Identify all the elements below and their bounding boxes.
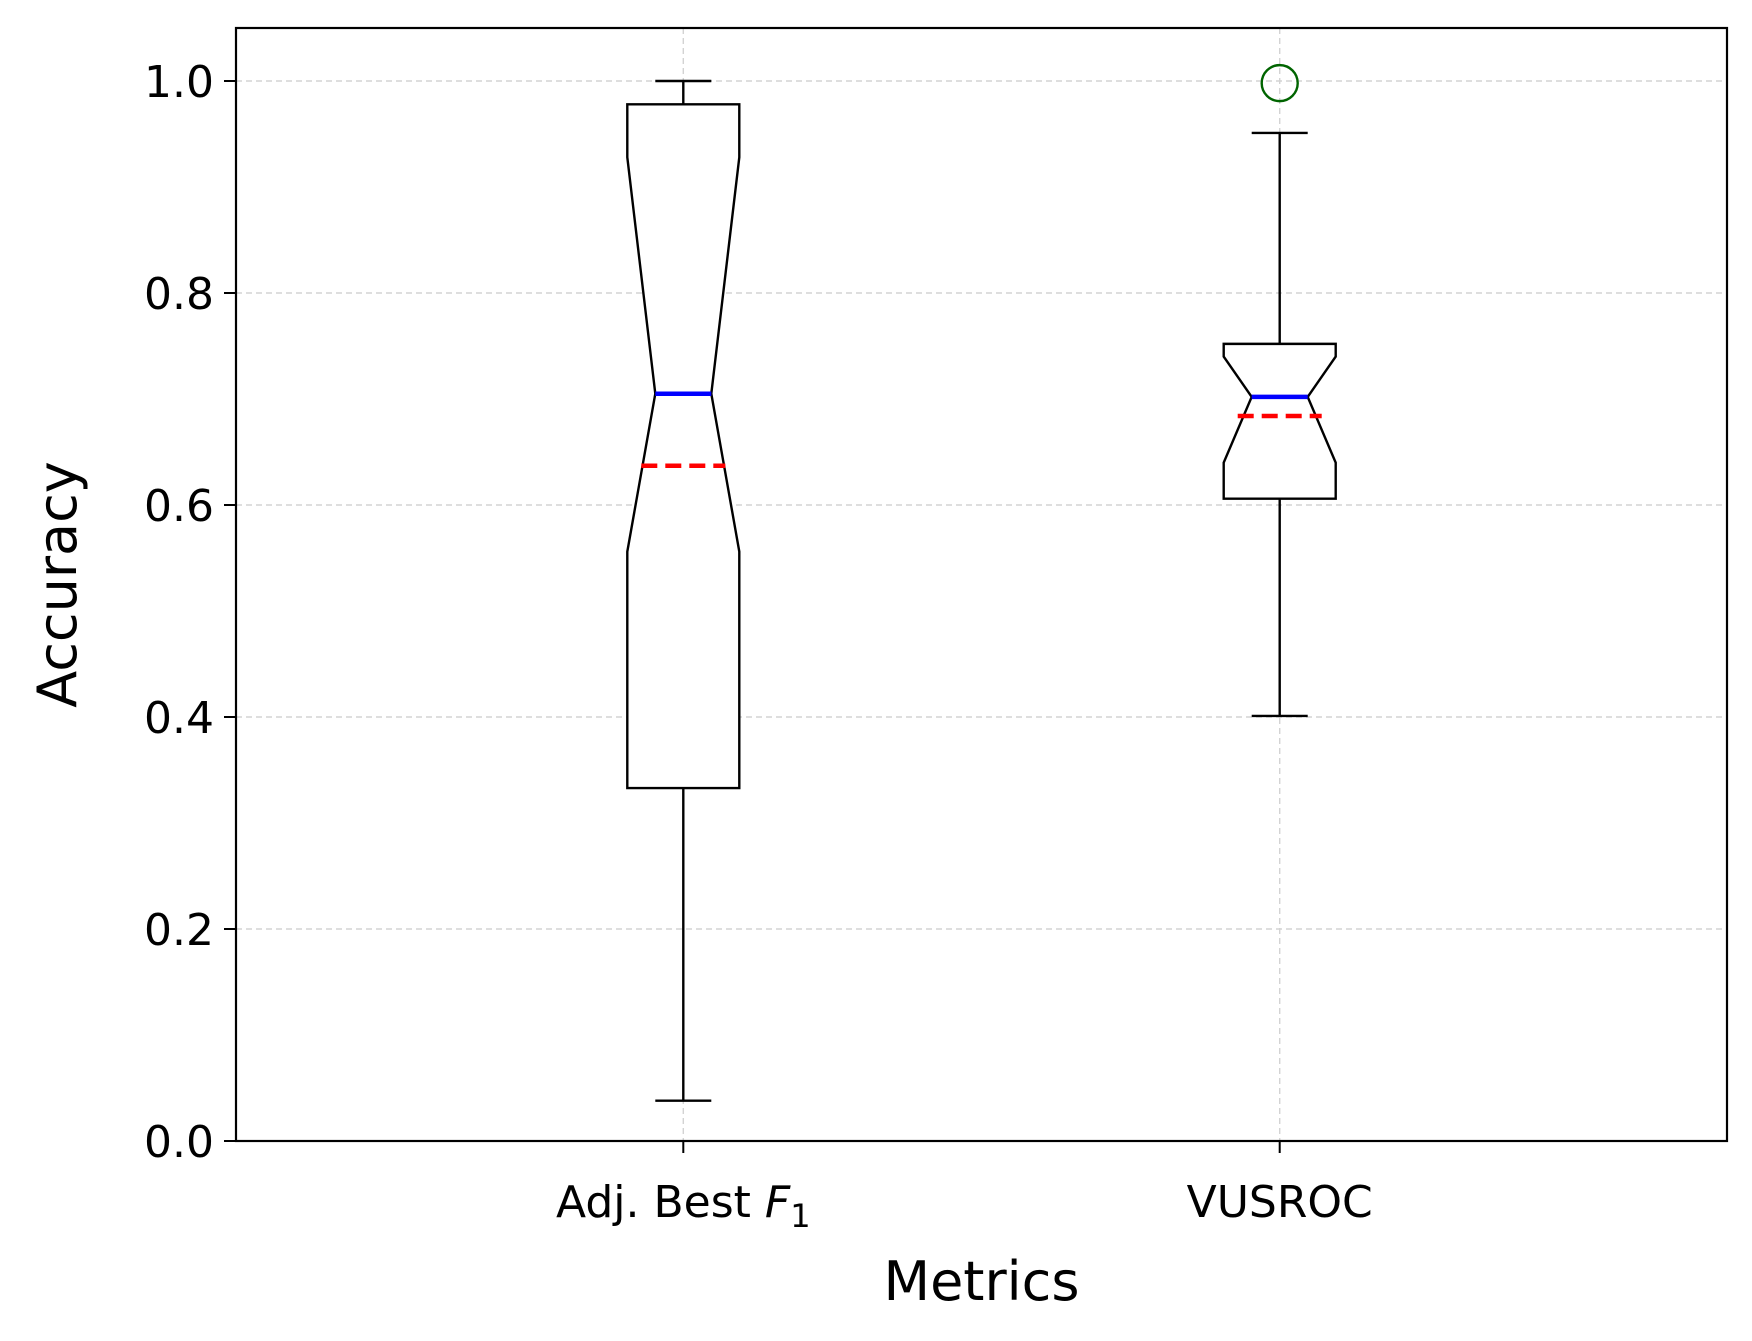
y-tick-label: 1.0 [144, 57, 214, 108]
notched-box [626, 103, 741, 790]
y-axis: 0.0 0.2 0.4 0.6 0.8 1.0 [144, 57, 236, 1168]
outlier-point [1260, 63, 1299, 103]
box-plot-item [1222, 63, 1337, 718]
box-plot-series [626, 63, 1337, 1102]
notched-box [1222, 342, 1337, 500]
x-axis: Adj. Best F1 VUSROC [556, 1141, 1373, 1235]
plot-area-frame [234, 26, 1729, 1143]
y-tick-label: 0.0 [144, 1117, 214, 1168]
x-tick-label: VUSROC [1187, 1177, 1373, 1228]
y-tick-label: 0.2 [144, 905, 214, 956]
y-tick-label: 0.8 [144, 269, 214, 320]
x-tick-label: Adj. Best F1 [556, 1177, 811, 1235]
y-axis-title: Accuracy [26, 461, 89, 708]
x-axis-title: Metrics [883, 1250, 1079, 1313]
box-plot-item [626, 79, 741, 1102]
grid-lines [236, 28, 1727, 1142]
y-tick-label: 0.6 [144, 481, 214, 532]
y-tick-label: 0.4 [144, 693, 214, 744]
